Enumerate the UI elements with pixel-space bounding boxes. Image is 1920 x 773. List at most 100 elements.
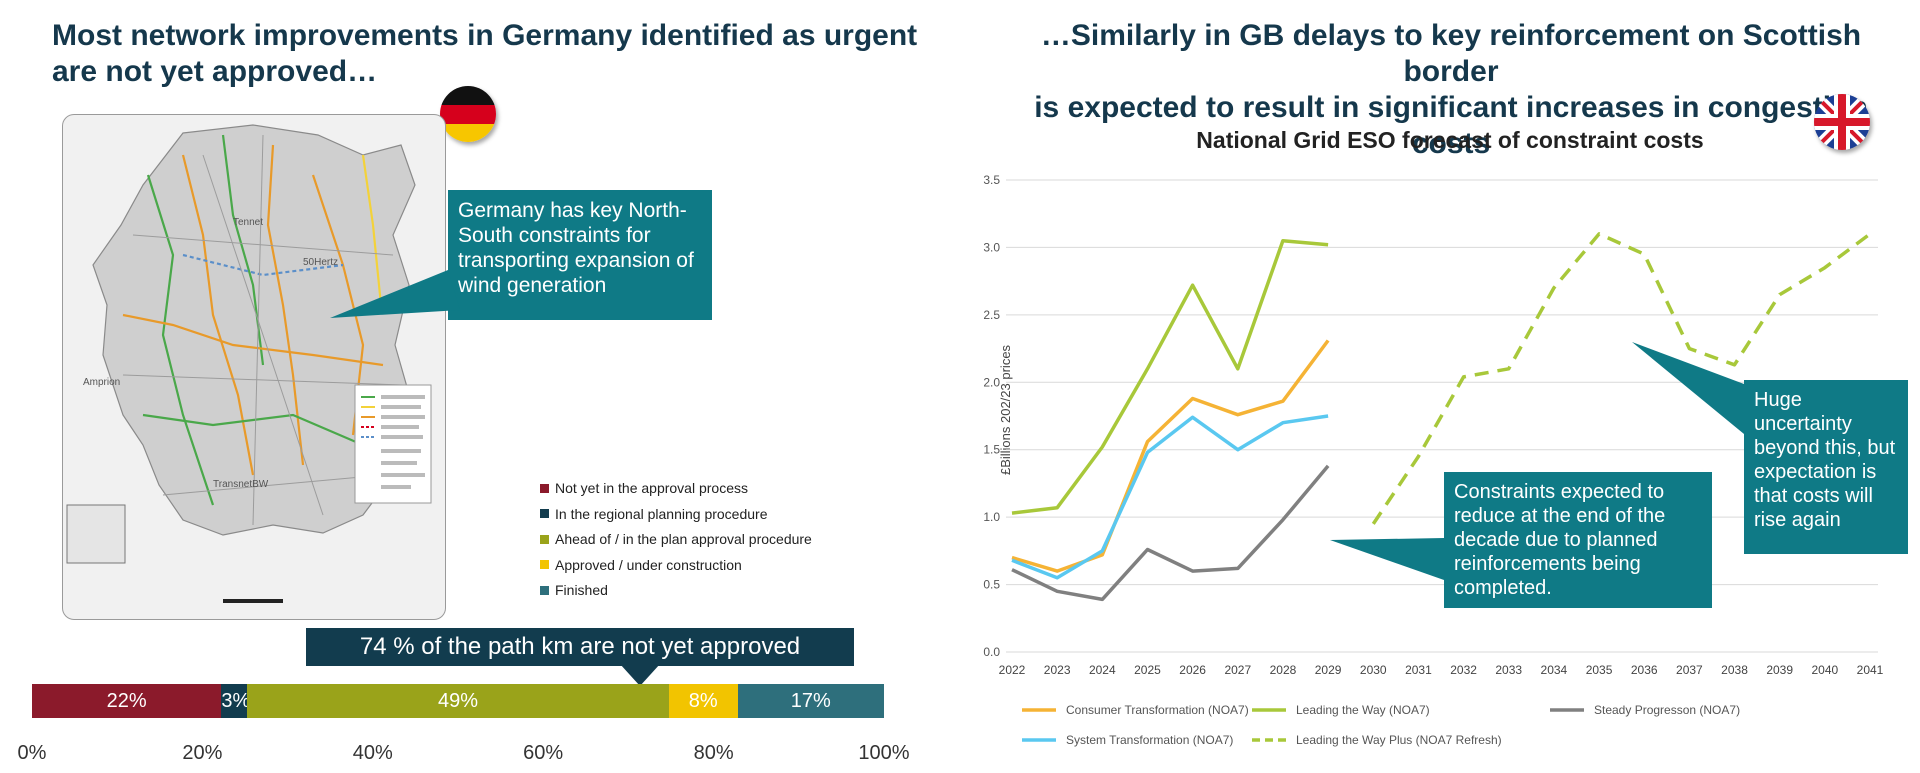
chart-legend-label: Leading the Way Plus (NOA7 Refresh) (1296, 733, 1502, 747)
chart-legend-label: Consumer Transformation (NOA7) (1066, 703, 1249, 717)
chart-series-line (1371, 232, 1872, 525)
uncertainty-callout: Huge uncertainty beyond this, but expect… (1744, 380, 1908, 554)
chart-series-line (1011, 339, 1330, 573)
stacked-bar-segment: 8% (668, 684, 738, 718)
chart-y-tick: 2.5 (983, 308, 1000, 322)
chart-series-line (1011, 464, 1330, 602)
chart-x-tick: 2036 (1631, 663, 1658, 677)
stacked-bar-x-tick: 0% (17, 742, 47, 764)
status-legend-label: In the regional planning procedure (555, 505, 768, 522)
stacked-bar-segment: 17% (737, 684, 884, 718)
germany-callout-pointer (330, 270, 460, 318)
chart-series-line (1011, 414, 1329, 580)
chart-y-ticks: 0.0 0.5 1.0 1.5 2.0 2.5 3.0 3.5 (983, 173, 1000, 659)
constraint-costs-chart: National Grid ESO forecast of constraint… (983, 127, 1884, 747)
map-scale-bar (223, 599, 283, 603)
right-heading-line1: …Similarly in GB delays to key reinforce… (1040, 19, 1862, 88)
left-heading-line2: are not yet approved… (52, 55, 378, 88)
chart-x-tick: 2023 (1044, 663, 1071, 677)
approval-stacked-bar: 22%3%49%8%17% (32, 684, 884, 718)
chart-legend-item: Consumer Transformation (NOA7) (1022, 703, 1249, 717)
right-heading: …Similarly in GB delays to key reinforce… (996, 18, 1906, 162)
chart-x-tick: 2040 (1811, 663, 1838, 677)
chart-title: National Grid ESO forecast of constraint… (1196, 127, 1703, 153)
status-legend-swatch (540, 509, 549, 518)
chart-y-tick: 0.0 (983, 645, 1000, 659)
stacked-bar-x-tick: 100% (858, 742, 910, 764)
chart-x-tick: 2035 (1586, 663, 1613, 677)
germany-map-image: 50Hertz Tennet Amprion TransnetBW (66, 124, 432, 603)
chart-x-tick: 2041 (1857, 663, 1884, 677)
chart-series (1011, 232, 1872, 602)
germany-constraint-callout: Germany has key North-South constraints … (448, 190, 712, 320)
left-heading: Most network improvements in Germany ide… (52, 18, 932, 90)
status-legend-item: Approved / under construction (540, 557, 742, 573)
chart-x-tick: 2031 (1405, 663, 1432, 677)
germany-network-map: 50Hertz Tennet Amprion TransnetBW (62, 114, 446, 620)
chart-x-tick: 2022 (999, 663, 1026, 677)
map-label-west: Amprion (83, 377, 120, 388)
status-legend-label: Ahead of / in the plan approval procedur… (555, 531, 812, 547)
left-heading-line1: Most network improvements in Germany ide… (52, 19, 918, 52)
chart-series-line (1011, 238, 1329, 515)
chart-x-tick: 2029 (1315, 663, 1342, 677)
stacked-bar-x-tick: 40% (352, 742, 393, 764)
chart-legend-label: Leading the Way (NOA7) (1296, 703, 1430, 717)
chart-legend-item: System Transformation (NOA7) (1022, 733, 1233, 747)
banner-pointer (620, 664, 660, 686)
chart-x-tick: 2028 (1270, 663, 1297, 677)
chart-y-tick: 2.0 (983, 375, 1000, 389)
status-legend-swatch (540, 534, 549, 544)
chart-x-tick: 2039 (1766, 663, 1793, 677)
map-key-box (354, 384, 432, 504)
chart-x-tick: 2034 (1541, 663, 1568, 677)
status-legend-label: Not yet in the approval process (555, 480, 748, 496)
stacked-bar-segment: 49% (247, 684, 669, 718)
approval-banner: 74 % of the path km are not yet approved (306, 628, 854, 666)
chart-x-tick: 2025 (1134, 663, 1161, 677)
map-label-center: Tennet (233, 217, 263, 228)
chart-x-tick: 2026 (1179, 663, 1206, 677)
status-legend-label: Approved / under construction (555, 556, 742, 573)
status-legend-swatch (540, 585, 549, 595)
map-label-south: TransnetBW (213, 479, 269, 490)
chart-y-tick: 1.0 (983, 510, 1000, 524)
chart-legend-label: Steady Progresson (NOA7) (1594, 703, 1740, 717)
chart-y-tick: 3.5 (983, 173, 1000, 187)
chart-x-tick: 2030 (1360, 663, 1387, 677)
status-legend-label: Finished (555, 582, 608, 598)
stacked-bar-x-tick: 80% (693, 742, 734, 764)
chart-y-tick: 1.5 (983, 443, 1000, 457)
chart-x-tick: 2032 (1450, 663, 1477, 677)
chart-legend-label: System Transformation (NOA7) (1066, 733, 1233, 747)
chart-legend: Consumer Transformation (NOA7) Leading th… (1022, 703, 1740, 747)
chart-x-tick: 2038 (1721, 663, 1748, 677)
chart-x-tick: 2033 (1495, 663, 1522, 677)
status-legend-swatch (540, 560, 549, 569)
chart-y-axis-label: £Billions 202/23 prices (998, 344, 1013, 475)
map-inset (66, 504, 126, 564)
chart-x-ticks: 2022 2023 2024 2025 2026 2027 2028 2029 2030 2031… (999, 663, 1884, 677)
stacked-bar-segment: 22% (32, 684, 222, 718)
chart-x-tick: 2024 (1089, 663, 1116, 677)
germany-flag-icon (440, 86, 496, 142)
status-legend-swatch (540, 483, 549, 493)
status-legend-item: Not yet in the approval process (540, 480, 748, 496)
constraints-reduce-callout: Constraints expected to reduce at the en… (1444, 472, 1712, 608)
chart-y-tick: 3.0 (983, 240, 1000, 254)
status-legend-item: In the regional planning procedure (540, 506, 768, 522)
chart-legend-item: Leading the Way (NOA7) (1252, 703, 1430, 717)
stacked-bar-segment: 3% (221, 684, 248, 718)
chart-y-tick: 0.5 (983, 578, 1000, 592)
stacked-bar-x-tick: 20% (182, 742, 223, 764)
map-label-east: 50Hertz (303, 257, 338, 268)
chart-legend-item: Steady Progresson (NOA7) (1550, 703, 1740, 717)
right-heading-line2: is expected to result in significant inc… (1034, 91, 1868, 160)
chart-x-tick: 2027 (1224, 663, 1251, 677)
chart-legend-item: Leading the Way Plus (NOA7 Refresh) (1252, 733, 1502, 747)
uncertainty-callout-pointer (1632, 342, 1744, 434)
status-legend-item: Finished (540, 582, 608, 598)
constraints-callout-pointer (1330, 538, 1444, 580)
chart-x-tick: 2037 (1676, 663, 1703, 677)
status-legend-item: Ahead of / in the plan approval procedur… (540, 531, 812, 547)
